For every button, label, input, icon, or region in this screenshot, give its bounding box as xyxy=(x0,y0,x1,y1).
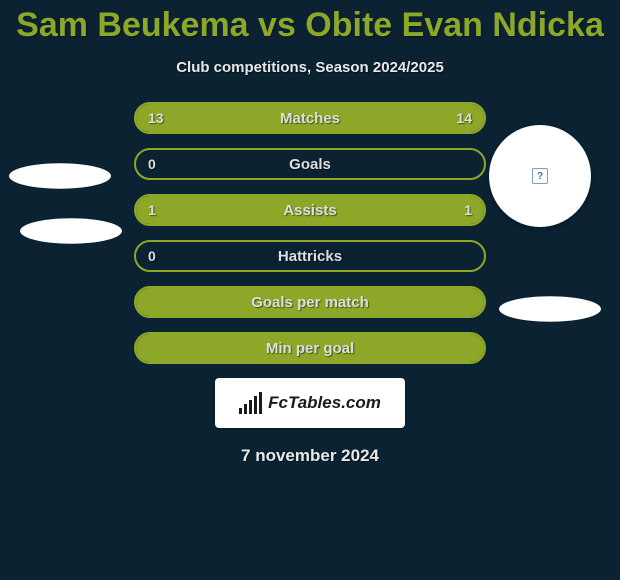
stat-row: 0Goals xyxy=(134,148,486,180)
logo-text: FcTables.com xyxy=(268,393,381,413)
player-left-avatar xyxy=(9,163,111,189)
stat-label: Assists xyxy=(136,196,484,224)
stat-label: Goals per match xyxy=(136,288,484,316)
stat-label: Goals xyxy=(136,150,484,178)
comparison-infographic: Sam Beukema vs Obite Evan Ndicka Club co… xyxy=(0,0,620,580)
page-title: Sam Beukema vs Obite Evan Ndicka xyxy=(0,0,620,45)
stat-row: Goals per match xyxy=(134,286,486,318)
stat-label: Min per goal xyxy=(136,334,484,362)
stat-label: Matches xyxy=(136,104,484,132)
subtitle: Club competitions, Season 2024/2025 xyxy=(0,59,620,76)
stat-row: 1314Matches xyxy=(134,102,486,134)
source-logo: FcTables.com xyxy=(215,378,405,428)
unknown-image-icon: ? xyxy=(532,168,548,184)
stat-rows: 1314Matches 0Goals 11Assists 0Hattricks Goal… xyxy=(134,102,486,364)
logo-bars-icon xyxy=(239,392,262,414)
team-right-badge xyxy=(499,296,601,322)
stat-row: 11Assists xyxy=(134,194,486,226)
date: 7 november 2024 xyxy=(0,446,620,466)
stat-label: Hattricks xyxy=(136,242,484,270)
stat-row: Min per goal xyxy=(134,332,486,364)
stat-row: 0Hattricks xyxy=(134,240,486,272)
team-left-badge xyxy=(20,218,122,244)
player-right-avatar: ? xyxy=(489,125,591,227)
